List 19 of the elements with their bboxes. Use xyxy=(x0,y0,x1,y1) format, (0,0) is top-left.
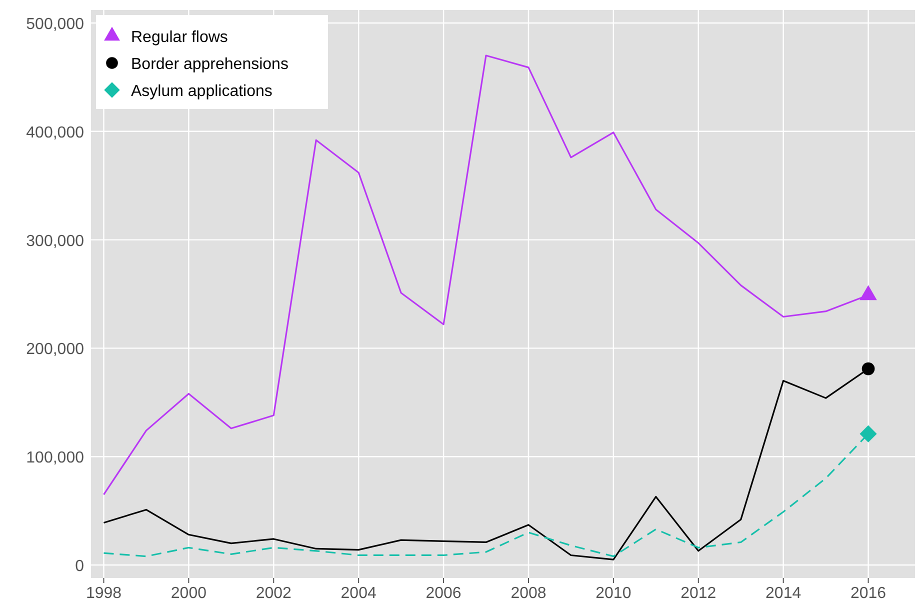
y-tick-label: 500,000 xyxy=(26,16,84,34)
x-tick-label: 2008 xyxy=(510,585,546,602)
y-tick-label: 0 xyxy=(75,558,84,575)
x-tick-label: 2006 xyxy=(426,585,462,602)
y-tick-label: 100,000 xyxy=(26,450,84,467)
x-tick-label: 2000 xyxy=(170,585,207,602)
x-tick-label: 2016 xyxy=(850,585,886,602)
x-tick-label: 1998 xyxy=(86,585,122,602)
x-tick-label: 2010 xyxy=(596,585,632,602)
y-tick-label: 200,000 xyxy=(26,341,84,358)
x-tick-label: 2004 xyxy=(340,585,376,602)
y-tick-label: 300,000 xyxy=(26,232,84,250)
legend-label: Asylum applications xyxy=(131,83,272,100)
x-tick-label: 2012 xyxy=(680,585,716,602)
legend-label: Border apprehensions xyxy=(131,56,288,73)
y-tick-label: 400,000 xyxy=(26,124,84,142)
legend-label: Regular flows xyxy=(131,29,228,46)
x-tick-label: 2014 xyxy=(766,585,802,602)
x-tick-label: 2002 xyxy=(256,585,292,602)
